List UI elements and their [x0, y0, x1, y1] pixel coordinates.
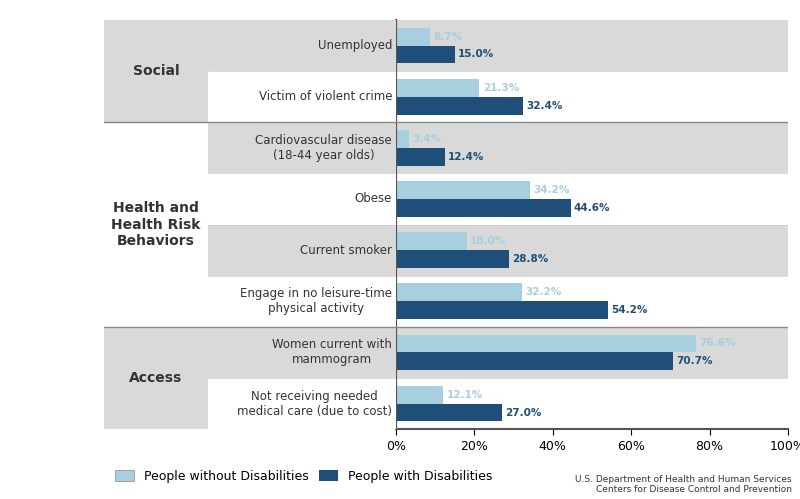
Bar — [396, 352, 673, 370]
Bar — [396, 27, 430, 45]
Bar — [396, 378, 788, 429]
Text: 32.2%: 32.2% — [526, 287, 562, 297]
Bar — [396, 283, 522, 301]
Legend: People without Disabilities, People with Disabilities: People without Disabilities, People with… — [110, 465, 497, 488]
Bar — [208, 327, 396, 378]
Bar — [396, 275, 788, 327]
Bar — [208, 122, 396, 174]
Text: 18.0%: 18.0% — [470, 236, 506, 246]
Text: Unemployed: Unemployed — [318, 39, 392, 52]
Bar — [396, 174, 788, 225]
Text: 3.4%: 3.4% — [413, 134, 442, 144]
Text: 54.2%: 54.2% — [612, 305, 648, 315]
Bar — [104, 20, 208, 122]
Text: 8.7%: 8.7% — [434, 31, 462, 41]
Bar — [396, 386, 443, 404]
Text: 12.1%: 12.1% — [446, 390, 483, 400]
Bar — [396, 20, 788, 71]
Text: 21.3%: 21.3% — [482, 83, 519, 93]
Text: 15.0%: 15.0% — [458, 49, 494, 59]
Bar — [208, 275, 396, 327]
Bar — [396, 334, 696, 352]
Text: Cardiovascular disease
(18-44 year olds): Cardiovascular disease (18-44 year olds) — [255, 134, 392, 162]
Bar — [396, 301, 609, 319]
Bar — [396, 79, 479, 97]
Text: 27.0%: 27.0% — [505, 408, 542, 418]
Bar — [208, 20, 396, 71]
Text: Current smoker: Current smoker — [300, 244, 392, 256]
Bar — [396, 404, 502, 422]
Bar — [208, 174, 396, 225]
Text: 32.4%: 32.4% — [526, 101, 562, 111]
Text: 76.6%: 76.6% — [699, 338, 736, 348]
Text: Engage in no leisure-time
physical activity: Engage in no leisure-time physical activ… — [240, 287, 392, 315]
Text: Women current with
mammogram: Women current with mammogram — [272, 338, 392, 366]
Text: 28.8%: 28.8% — [512, 254, 548, 264]
Text: 70.7%: 70.7% — [676, 356, 713, 366]
Bar — [396, 232, 466, 250]
Bar — [396, 97, 523, 115]
Text: Obese: Obese — [355, 193, 392, 206]
Bar — [104, 327, 208, 429]
Text: U.S. Department of Health and Human Services
Centers for Disease Control and Pre: U.S. Department of Health and Human Serv… — [575, 475, 792, 494]
Bar — [396, 45, 454, 63]
Bar — [396, 71, 788, 122]
Text: Health and
Health Risk
Behaviors: Health and Health Risk Behaviors — [111, 202, 201, 248]
Bar — [396, 199, 571, 217]
Bar — [396, 130, 410, 148]
Bar — [396, 122, 788, 174]
Bar — [208, 225, 396, 276]
Text: 12.4%: 12.4% — [448, 152, 484, 162]
Bar — [396, 225, 788, 276]
Text: Social: Social — [133, 64, 179, 78]
Text: Access: Access — [130, 371, 182, 385]
Text: Victim of violent crime: Victim of violent crime — [258, 90, 392, 103]
Bar — [208, 378, 396, 429]
Bar — [396, 250, 509, 268]
Bar — [396, 148, 445, 166]
Text: 44.6%: 44.6% — [574, 203, 610, 213]
Text: 34.2%: 34.2% — [534, 185, 570, 195]
Bar — [396, 181, 530, 199]
Text: Not receiving needed
medical care (due to cost): Not receiving needed medical care (due t… — [238, 390, 392, 418]
Bar — [396, 327, 788, 378]
Bar — [104, 122, 208, 327]
Bar — [208, 71, 396, 122]
